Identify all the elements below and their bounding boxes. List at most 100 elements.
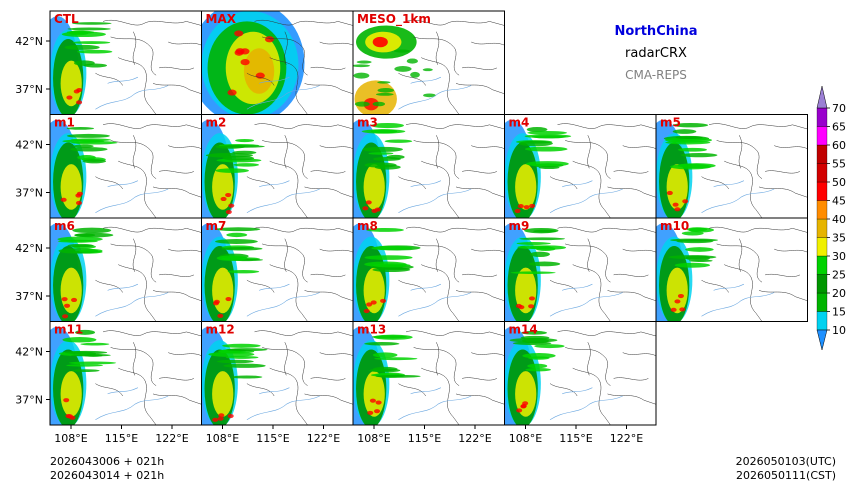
colorbar-segment: [816, 144, 828, 164]
river-line: [398, 395, 472, 421]
river-line: [95, 85, 169, 110]
map-panel-m1: m1: [49, 114, 202, 219]
init-time-cst: 2026043014 + 021h: [50, 469, 164, 482]
province-border: [587, 238, 591, 272]
lat-tick-label: 42°N: [15, 139, 43, 152]
province-border: [565, 243, 611, 283]
province-border: [435, 135, 440, 169]
river-line: [107, 76, 139, 84]
valid-time-cst: 2026050111(CST): [736, 469, 836, 482]
colorbar-label: 25: [832, 269, 846, 282]
province-border: [565, 140, 611, 179]
province-border: [132, 135, 137, 169]
system-title: CMA-REPS: [625, 68, 687, 82]
province-border: [310, 66, 346, 70]
province-border: [765, 170, 801, 174]
province-border: [398, 176, 426, 190]
province-border: [132, 238, 137, 272]
province-border: [254, 330, 353, 337]
province-border: [110, 243, 157, 283]
province-border: [724, 264, 763, 322]
province-border: [254, 226, 353, 233]
province-border: [95, 279, 123, 293]
map-panels: CTL MAX MESO_1km m1 m2 m3 m4 m5 m6 m7 m8 m9 m10 m11 m1…: [49, 10, 808, 426]
province-border: [708, 226, 808, 233]
panel-label: m10: [660, 219, 689, 233]
colorbar-label: 40: [832, 213, 846, 226]
river-line: [410, 283, 442, 291]
province-border: [758, 186, 808, 198]
map-panel-m14: m14: [504, 321, 657, 426]
river-line: [398, 188, 472, 214]
province-border: [262, 243, 308, 283]
map-panel-m11: m11: [49, 321, 202, 426]
province-border: [319, 145, 353, 149]
province-border: [284, 135, 288, 169]
lon-tick-label: 115°E: [256, 432, 289, 445]
province-border: [549, 176, 578, 190]
province-border: [462, 170, 498, 174]
province-border: [310, 170, 346, 174]
panel-label: m4: [509, 116, 530, 130]
province-border: [310, 273, 346, 277]
province-border: [613, 377, 649, 381]
colorbar-label: 55: [832, 158, 846, 171]
province-border: [304, 393, 353, 405]
panel-label: MESO_1km: [357, 12, 431, 27]
province-border: [716, 243, 763, 283]
colorbar-label: 65: [832, 121, 846, 134]
panel-frame: [504, 321, 657, 426]
province-border: [132, 31, 137, 65]
river-line: [246, 85, 320, 110]
colorbar-label: 60: [832, 139, 846, 152]
province-border: [613, 170, 649, 174]
map-panel-m4: m4: [504, 114, 657, 219]
province-border: [435, 342, 440, 376]
province-border: [118, 57, 157, 115]
radar-echo-layer: [201, 326, 353, 425]
panel-label: m7: [206, 219, 227, 233]
river-line: [246, 188, 320, 214]
province-border: [284, 342, 288, 376]
colorbar-label: 50: [832, 176, 846, 189]
lon-tick-label: 122°E: [307, 432, 340, 445]
province-border: [159, 377, 195, 381]
province-border: [254, 19, 353, 26]
lon-tick-label: 122°E: [458, 432, 491, 445]
province-border: [246, 279, 275, 293]
province-border: [132, 342, 137, 376]
province-border: [304, 290, 353, 302]
map-panel-m13: m13: [352, 321, 505, 426]
colorbar-segment: [816, 255, 828, 275]
figure-title: NorthChina radarCRX CMA-REPS: [615, 24, 698, 82]
radar-echo-layer: [353, 326, 505, 425]
lon-tick-label: 122°E: [610, 432, 643, 445]
radar-echo-layer: [201, 223, 353, 322]
province-border: [565, 347, 611, 386]
river-line: [713, 283, 745, 291]
province-border: [152, 186, 202, 198]
province-border: [405, 19, 505, 26]
province-border: [398, 72, 426, 86]
colorbar-segment: [816, 292, 828, 312]
province-border: [549, 279, 578, 293]
province-border: [152, 83, 202, 95]
radar-echo-layer: [201, 11, 353, 115]
river-line: [107, 180, 139, 188]
lon-tick-label: 115°E: [559, 432, 592, 445]
lat-tick-label: 42°N: [15, 242, 43, 255]
province-border: [724, 160, 763, 218]
province-border: [462, 377, 498, 381]
province-border: [118, 160, 157, 218]
province-border: [471, 248, 505, 253]
lat-tick-label: 37°N: [15, 290, 43, 303]
province-border: [455, 393, 505, 405]
lat-tick-label: 42°N: [15, 35, 43, 48]
panel-label: m12: [206, 323, 235, 337]
province-border: [738, 238, 743, 272]
radar-echo-layer: [201, 119, 353, 218]
province-border: [246, 176, 275, 190]
province-border: [284, 238, 288, 272]
lon-tick-label: 108°E: [357, 432, 390, 445]
